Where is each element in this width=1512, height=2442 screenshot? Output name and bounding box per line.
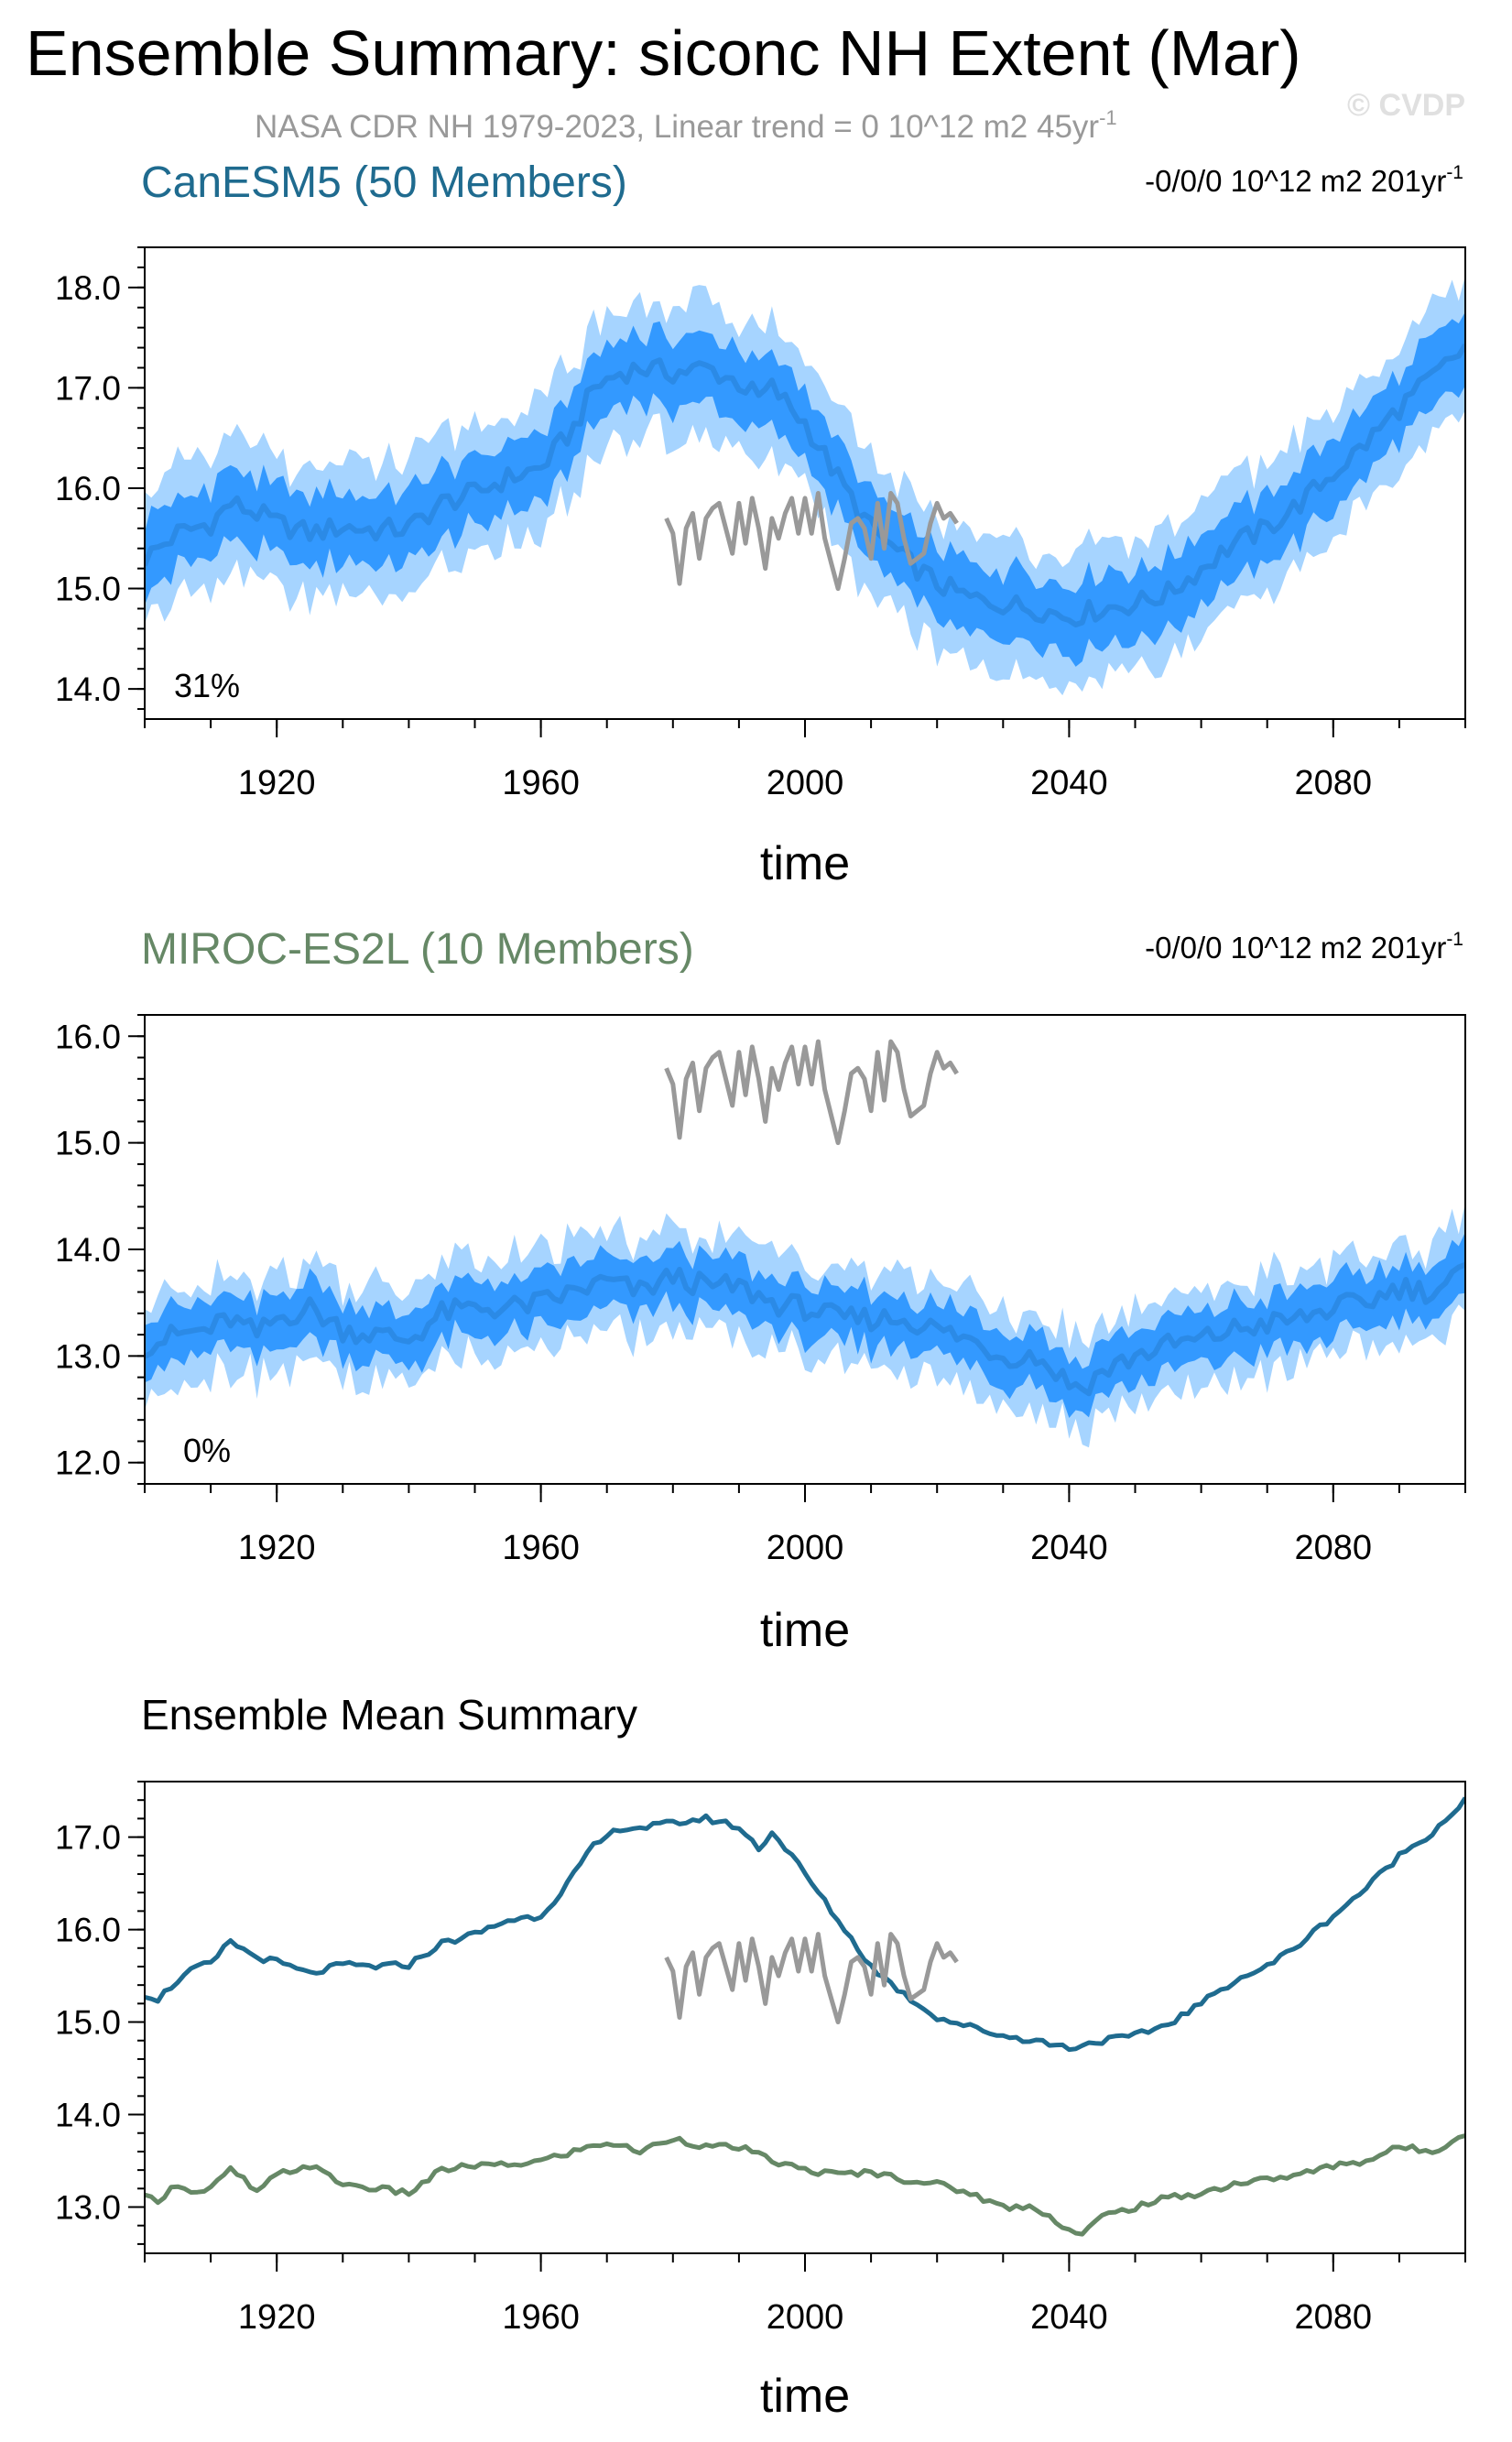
trend-label-main: -0/0/0 10^12 m2 201yr: [1145, 931, 1446, 965]
x-tick-label: 1920: [238, 2298, 316, 2337]
trend-label: -0/0/0 10^12 m2 201yr-1: [1145, 162, 1463, 198]
subtitle-main: NASA CDR NH 1979-2023, Linear trend = 0 …: [255, 109, 1099, 145]
x-axis-label: time: [760, 1604, 850, 1657]
ensemble-iqr-band: [145, 311, 1465, 667]
x-tick-label: 2000: [767, 764, 844, 802]
data-layer: [145, 1796, 1465, 2237]
y-tick-label: 15.0: [55, 571, 121, 608]
chart-panels: CanESM5 (50 Members) -0/0/0 10^12 m2 201y…: [55, 158, 1466, 2423]
y-tick-label: 18.0: [55, 269, 121, 307]
x-tick-label: 2080: [1295, 1529, 1373, 1567]
series-line-miroc-es2l: [145, 2133, 1465, 2237]
trend-label-superscript: -1: [1446, 929, 1463, 950]
x-tick-label: 2040: [1030, 764, 1108, 802]
panel-title: Ensemble Mean Summary: [141, 1691, 637, 1739]
x-tick-label: 2080: [1295, 764, 1373, 802]
observations-line: [664, 1039, 959, 1146]
data-layer: [145, 1039, 1465, 1448]
trend-label-superscript: -1: [1446, 162, 1463, 183]
trend-label-main: -0/0/0 10^12 m2 201yr: [1145, 164, 1446, 198]
y-tick-label: 15.0: [55, 2004, 121, 2042]
y-tick-label: 16.0: [55, 1912, 121, 1949]
x-tick-label: 1960: [502, 1529, 580, 1567]
series-line-canesm5: [145, 1796, 1465, 2053]
x-tick-label: 1960: [502, 764, 580, 802]
y-tick-label: 14.0: [55, 670, 121, 708]
y-tick-label: 16.0: [55, 1018, 121, 1055]
y-tick-label: 14.0: [55, 2097, 121, 2134]
x-tick-label: 1920: [238, 1529, 316, 1567]
chart-panel-1: CanESM5 (50 Members) -0/0/0 10^12 m2 201y…: [55, 158, 1466, 890]
ensemble-mean-line: [145, 1261, 1465, 1397]
x-tick-label: 1920: [238, 764, 316, 802]
figure-title: Ensemble Summary: siconc NH Extent (Mar): [26, 17, 1301, 89]
x-tick-label: 1960: [502, 2298, 580, 2337]
y-tick-label: 14.0: [55, 1231, 121, 1269]
y-tick-label: 15.0: [55, 1125, 121, 1162]
y-tick-label: 13.0: [55, 2189, 121, 2227]
figure-subtitle: NASA CDR NH 1979-2023, Linear trend = 0 …: [255, 106, 1117, 145]
observations-line: [664, 491, 959, 592]
y-tick-label: 13.0: [55, 1337, 121, 1375]
ensemble-mean-line: [145, 343, 1465, 627]
panel-title: MIROC-ES2L (10 Members): [141, 925, 694, 974]
data-layer: [145, 275, 1465, 696]
x-tick-label: 2000: [767, 1529, 844, 1567]
x-axis-label: time: [760, 2370, 850, 2423]
ensemble-iqr-band: [145, 1232, 1465, 1418]
chart-panel-2: MIROC-ES2L (10 Members) -0/0/0 10^12 m2 2…: [55, 925, 1466, 1657]
x-tick-label: 2040: [1030, 1529, 1108, 1567]
x-tick-label: 2000: [767, 2298, 844, 2337]
percent-label: 31%: [174, 667, 240, 704]
subtitle-superscript: -1: [1099, 106, 1117, 129]
y-tick-label: 17.0: [55, 1819, 121, 1857]
x-tick-label: 2040: [1030, 2298, 1108, 2337]
x-axis-label: time: [760, 837, 850, 890]
trend-label: -0/0/0 10^12 m2 201yr-1: [1145, 929, 1463, 965]
panel-title: CanESM5 (50 Members): [141, 158, 627, 207]
percent-label: 0%: [183, 1432, 231, 1469]
observations-line: [664, 1932, 959, 2024]
y-tick-label: 12.0: [55, 1444, 121, 1482]
y-tick-label: 16.0: [55, 470, 121, 507]
chart-panel-3: Ensemble Mean Summary 1920 1960 2000 2040 208…: [55, 1691, 1466, 2423]
x-tick-label: 2080: [1295, 2298, 1373, 2337]
y-tick-label: 17.0: [55, 369, 121, 407]
cvdp-watermark: © CVDP: [1347, 88, 1465, 123]
panel-frame: [144, 1014, 1466, 1485]
